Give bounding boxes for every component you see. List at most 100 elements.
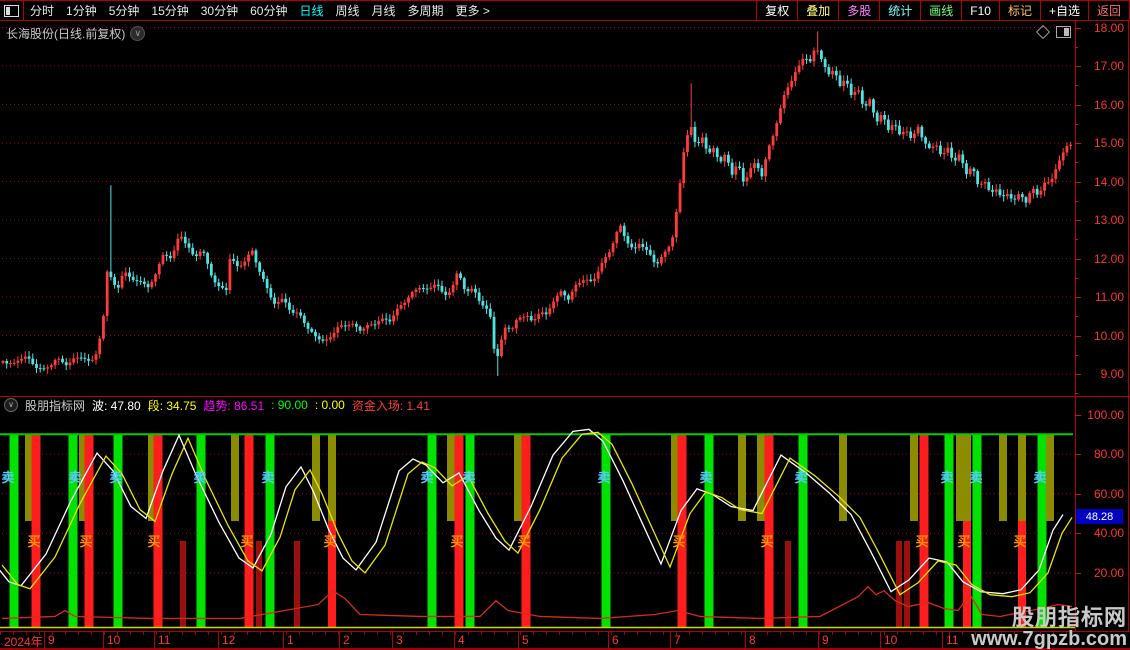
indicator-chart[interactable]: 卖 卖 卖 卖 卖 卖 卖 卖 卖 卖 卖 卖 卖买 买 买 买 买 买 买 买 买 买 买 买 <box>0 413 1075 631</box>
buy-signal-label: 买 <box>450 534 463 549</box>
indicator-header: ∨ 股朋指标网 波: 47.80 段: 34.75 趋势: 86.51: 90.00… <box>4 398 430 413</box>
menu-period-2[interactable]: 5分钟 <box>108 4 140 18</box>
menu-tool-3[interactable]: 统计 <box>879 1 920 20</box>
sell-signal-label: 卖 <box>597 470 610 485</box>
buy-signal-label: 买 <box>915 534 928 549</box>
watermark-url: www.7gpzb.com <box>971 628 1127 650</box>
month-separator <box>339 632 340 648</box>
buy-signal-label: 买 <box>957 534 970 549</box>
menu-period-5[interactable]: 60分钟 <box>250 4 288 18</box>
price-axis-label: 18.00 <box>1093 20 1124 35</box>
sell-signal-label: 卖 <box>261 470 274 485</box>
axis-tick <box>1075 335 1081 337</box>
sell-signal-label: 卖 <box>1033 470 1046 485</box>
price-axis-label: 10.00 <box>1093 328 1124 343</box>
axis-minor-tick <box>1075 162 1078 163</box>
menu-tool-0[interactable]: 复权 <box>756 1 797 20</box>
indicator-field-0: 波: 47.80 <box>92 398 141 413</box>
month-label: 9 <box>48 633 55 647</box>
menu-tool-2[interactable]: 多股 <box>838 1 879 20</box>
buy-signal-label: 买 <box>1013 534 1026 549</box>
month-label: 1 <box>287 633 294 647</box>
axis-tick <box>1075 297 1081 298</box>
axis-tick <box>1075 533 1081 535</box>
axis-minor-tick <box>1075 239 1078 240</box>
chart-corner-icons <box>1035 24 1071 40</box>
indicator-axis-label: 60.00 <box>1093 486 1124 501</box>
month-label: 5 <box>522 633 529 647</box>
time-axis[interactable]: 2024年 9 10 11 12 1 2 3 4 5 6 7 8 9 10 11 <box>0 631 1130 650</box>
month-separator <box>818 632 819 648</box>
sell-signal-label: 卖 <box>794 470 807 485</box>
axis-tick <box>1075 493 1081 495</box>
menu-period-10[interactable]: 更多 > <box>455 4 490 18</box>
indicator-field-1: 段: 34.75 <box>147 398 197 413</box>
price-axis-label: 13.00 <box>1093 213 1124 227</box>
axis-minor-tick <box>1075 85 1078 86</box>
sell-signal-label: 卖 <box>420 470 433 485</box>
month-label: 7 <box>674 633 681 647</box>
menu-period-4[interactable]: 30分钟 <box>200 4 239 18</box>
month-separator <box>154 632 155 648</box>
menu-period-7[interactable]: 周线 <box>335 4 360 18</box>
menu-tool-6[interactable]: 标记 <box>998 1 1040 20</box>
layout-icon[interactable] <box>0 1 24 20</box>
price-axis-label: 11.00 <box>1094 290 1124 304</box>
month-separator <box>608 632 609 648</box>
current-value-badge: 48.28 <box>1076 509 1123 525</box>
indicator-field-2: 趋势: 86.51 <box>203 398 265 413</box>
sell-signal-label: 卖 <box>109 470 122 485</box>
watermark: 股朋指标网 www.7gpzb.com <box>971 606 1127 650</box>
axis-tick <box>1075 27 1081 29</box>
candlestick-chart[interactable] <box>0 21 1075 396</box>
menu-period-8[interactable]: 月线 <box>371 4 396 18</box>
sell-signal-label: 卖 <box>699 470 712 485</box>
buy-signal-label: 买 <box>672 534 685 549</box>
month-separator <box>283 632 284 648</box>
month-separator <box>670 632 671 648</box>
month-label: 12 <box>222 633 236 647</box>
buy-signal-label: 买 <box>147 534 160 549</box>
chevron-down-icon[interactable]: ∨ <box>130 26 146 41</box>
axis-minor-tick <box>1075 316 1078 317</box>
indicator-axis-label: 80.00 <box>1093 447 1124 462</box>
menu-period-0[interactable]: 分时 <box>30 4 55 18</box>
axis-tick <box>1075 454 1081 456</box>
month-separator <box>880 632 881 648</box>
chart-title-bar: 长海股份(日线.前复权) ∨ <box>6 25 146 42</box>
right-border-line <box>1128 21 1129 650</box>
axis-tick <box>1075 258 1081 260</box>
menu-tool-7[interactable]: +自选 <box>1039 1 1088 20</box>
menu-period-9[interactable]: 多周期 <box>407 4 444 18</box>
axis-tick <box>1075 104 1081 106</box>
diamond-marker-icon[interactable] <box>1035 24 1051 40</box>
indicator-chevron-icon[interactable]: ∨ <box>4 398 18 412</box>
menu-tool-4[interactable]: 画线 <box>920 1 961 20</box>
axis-tick <box>1075 220 1081 221</box>
menu-period-1[interactable]: 1分钟 <box>66 4 97 18</box>
month-label: 2 <box>343 633 350 647</box>
menu-period-3[interactable]: 15分钟 <box>151 4 189 18</box>
window-split-icon <box>4 4 19 17</box>
pane-layout-icon[interactable] <box>1056 26 1071 38</box>
price-axis-label: 15.00 <box>1093 136 1124 150</box>
price-axis-label: 16.00 <box>1093 97 1124 112</box>
sell-signal-label: 卖 <box>462 470 475 485</box>
indicator-field-3: : 90.00 <box>271 398 308 412</box>
indicator-axis-label: 100.00 <box>1087 407 1124 422</box>
menu-period-6[interactable]: 日线 <box>299 4 324 18</box>
indicator-field-4: : 0.00 <box>314 398 345 412</box>
price-axis-label: 12.00 <box>1093 251 1124 266</box>
sell-signal-label: 卖 <box>193 470 206 485</box>
axis-minor-tick <box>1075 354 1078 356</box>
price-axis-label: 9.00 <box>1100 367 1124 381</box>
axis-minor-tick <box>1075 393 1078 394</box>
menu-tool-1[interactable]: 叠加 <box>797 1 838 20</box>
panel-divider <box>0 396 1130 397</box>
month-separator <box>942 632 943 648</box>
menu-tool-5[interactable]: F10 <box>961 1 999 20</box>
month-label: 11 <box>158 633 171 647</box>
indicator-field-5: 资金入场: 1.41 <box>351 398 430 413</box>
menu-tool-8[interactable]: 返回 <box>1087 1 1130 20</box>
